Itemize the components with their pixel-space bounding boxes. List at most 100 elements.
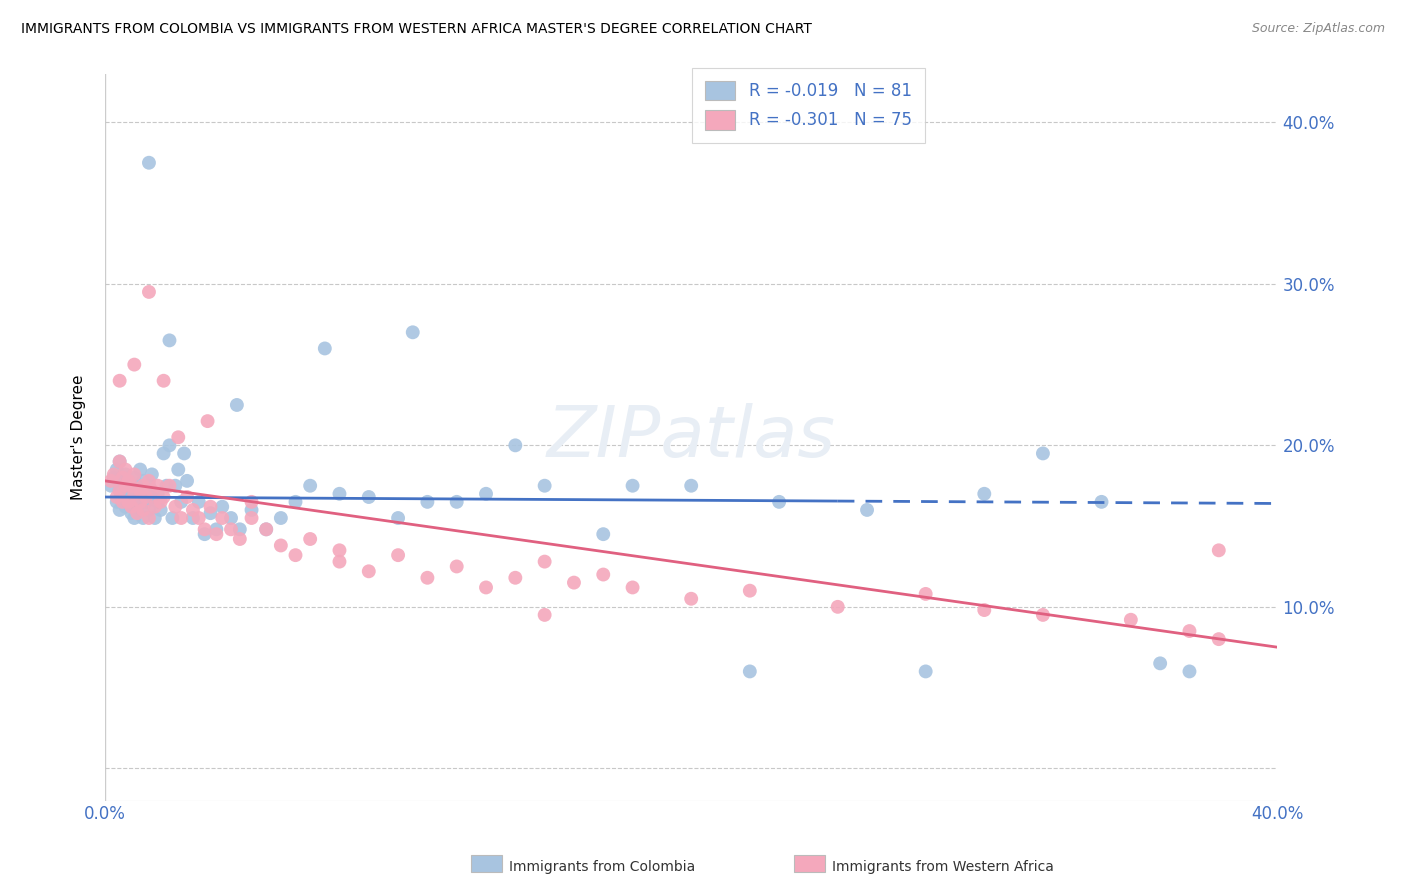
Point (1208, 543, 1230, 558)
Point (165, 500, 187, 514)
Point (135, 490, 157, 504)
Point (475, 487, 498, 501)
Point (299, 532, 322, 546)
Point (621, 581, 644, 595)
Point (176, 490, 198, 504)
Point (533, 555, 555, 569)
Point (103, 467, 125, 482)
Point (117, 474, 139, 488)
Point (270, 511, 292, 525)
Point (284, 548, 307, 562)
Point (146, 495, 169, 509)
Point (132, 503, 155, 517)
Point (211, 511, 233, 525)
Point (138, 503, 160, 517)
Point (170, 511, 193, 525)
Point (505, 438, 527, 452)
Point (200, 500, 222, 514)
Point (132, 479, 155, 493)
Point (146, 479, 169, 493)
Point (135, 483, 157, 498)
Point (229, 522, 252, 536)
Point (219, 511, 242, 525)
Point (124, 511, 146, 525)
Point (170, 495, 193, 509)
Point (328, 543, 350, 558)
Point (357, 564, 380, 578)
Point (314, 342, 336, 356)
Point (219, 522, 242, 536)
Point (856, 503, 879, 517)
Point (681, 479, 703, 493)
Point (284, 495, 307, 509)
Point (205, 522, 228, 536)
Point (132, 474, 155, 488)
Point (1090, 495, 1112, 509)
Point (187, 511, 209, 525)
Point (117, 495, 139, 509)
Point (108, 483, 131, 498)
Point (152, 374, 174, 388)
Point (114, 467, 136, 482)
Point (129, 462, 152, 476)
Point (114, 462, 136, 476)
Point (387, 548, 409, 562)
Point (111, 495, 134, 509)
Point (138, 155, 160, 169)
Point (159, 479, 181, 493)
Point (129, 490, 152, 504)
Point (973, 487, 995, 501)
Point (152, 490, 174, 504)
Point (1178, 665, 1201, 679)
Point (152, 446, 174, 460)
Point (149, 495, 172, 509)
Point (194, 527, 217, 541)
Point (108, 503, 131, 517)
Point (111, 490, 134, 504)
Point (159, 334, 181, 348)
Point (105, 490, 128, 504)
Point (143, 511, 166, 525)
Point (681, 591, 703, 606)
Point (124, 487, 146, 501)
Point (1178, 624, 1201, 638)
Point (141, 467, 163, 482)
Point (124, 358, 146, 372)
Text: ZIPatlas: ZIPatlas (547, 403, 835, 472)
Point (973, 603, 995, 617)
Point (914, 587, 936, 601)
Point (533, 479, 555, 493)
Point (1119, 613, 1142, 627)
Point (141, 483, 163, 498)
Point (117, 477, 139, 491)
Point (105, 462, 128, 476)
Point (124, 495, 146, 509)
Point (768, 495, 790, 509)
Point (127, 506, 149, 520)
Point (1032, 607, 1054, 622)
Point (211, 500, 233, 514)
Point (124, 467, 146, 482)
Point (446, 495, 468, 509)
Point (328, 487, 350, 501)
Point (387, 511, 409, 525)
Point (533, 607, 555, 622)
Point (167, 430, 190, 444)
Point (138, 285, 160, 299)
Point (108, 483, 131, 498)
Point (738, 665, 761, 679)
Point (240, 511, 263, 525)
Point (155, 479, 177, 493)
Point (254, 522, 277, 536)
Point (197, 414, 219, 428)
Point (181, 503, 204, 517)
Text: Source: ZipAtlas.com: Source: ZipAtlas.com (1251, 22, 1385, 36)
Point (446, 559, 468, 574)
Point (120, 483, 142, 498)
Point (240, 503, 263, 517)
Point (205, 527, 228, 541)
Point (475, 581, 498, 595)
Point (357, 490, 380, 504)
Point (111, 474, 134, 488)
Point (159, 438, 181, 452)
